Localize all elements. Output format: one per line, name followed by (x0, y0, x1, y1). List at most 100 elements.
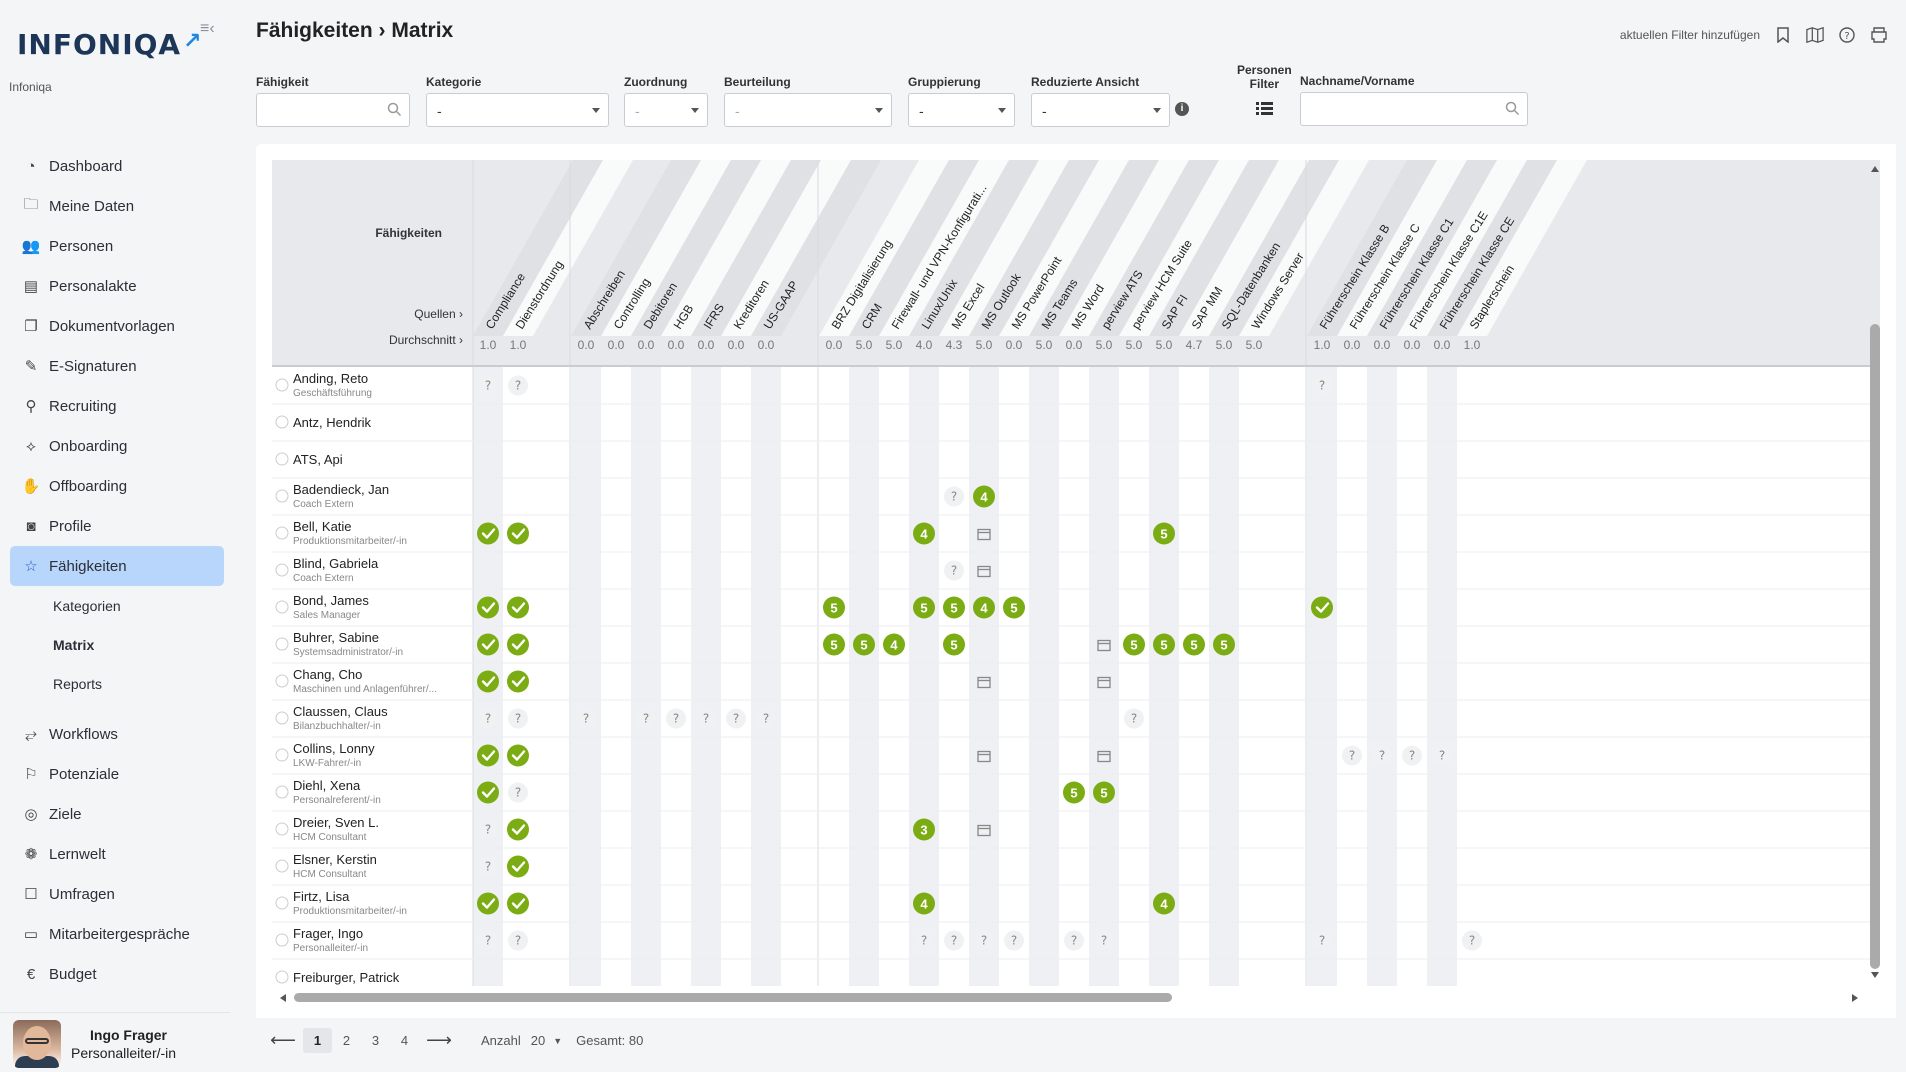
check-icon[interactable] (477, 781, 499, 804)
row-select-radio[interactable] (275, 600, 289, 614)
calendar-icon[interactable] (977, 528, 991, 541)
check-icon[interactable] (477, 744, 499, 767)
rating-badge[interactable]: 5 (1063, 781, 1085, 804)
page-1[interactable]: 1 (303, 1028, 332, 1053)
sidebar-item-personen[interactable]: 👥 Personen (10, 226, 224, 266)
next-page-arrow-icon[interactable]: ⟶ (426, 1030, 452, 1050)
person-name[interactable]: Frager, Ingo (293, 926, 363, 941)
sidebar-subitem-matrix[interactable]: Matrix (53, 636, 95, 653)
check-icon[interactable] (477, 522, 499, 545)
unknown-rating-icon[interactable]: ? (1462, 930, 1482, 951)
unknown-rating-icon[interactable]: ? (756, 708, 776, 729)
unknown-rating-icon[interactable]: ? (944, 930, 964, 951)
grouping-select[interactable]: - (908, 93, 1015, 127)
check-icon[interactable] (477, 670, 499, 693)
vertical-scrollbar-thumb[interactable] (1870, 324, 1880, 969)
rating-badge[interactable]: 4 (1153, 892, 1175, 915)
rating-badge[interactable]: 5 (1183, 633, 1205, 656)
sidebar-subitem-reports[interactable]: Reports (53, 675, 103, 692)
check-icon[interactable] (507, 818, 529, 841)
unknown-rating-icon[interactable]: ? (478, 819, 498, 840)
prev-page-arrow-icon[interactable]: ⟵ (270, 1030, 296, 1050)
check-icon[interactable] (507, 855, 529, 878)
person-name[interactable]: Bell, Katie (293, 519, 352, 534)
rating-select[interactable]: - (724, 93, 892, 127)
row-select-radio[interactable] (275, 452, 289, 466)
sidebar-item-e-signaturen[interactable]: ✎ E-Signaturen (10, 346, 224, 386)
row-select-radio[interactable] (275, 489, 289, 503)
list-icon[interactable] (1255, 101, 1273, 116)
unknown-rating-icon[interactable]: ? (726, 708, 746, 729)
unknown-rating-icon[interactable]: ? (1124, 708, 1144, 729)
sidebar-item-umfragen[interactable]: ☐ Umfragen (10, 874, 224, 914)
rating-badge[interactable]: 5 (1153, 522, 1175, 545)
reduced-view-select[interactable]: - (1031, 93, 1170, 127)
person-name[interactable]: Blind, Gabriela (293, 556, 379, 571)
rating-badge[interactable]: 3 (913, 818, 935, 841)
unknown-rating-icon[interactable]: ? (508, 708, 528, 729)
unknown-rating-icon[interactable]: ? (1312, 930, 1332, 951)
row-select-radio[interactable] (275, 563, 289, 577)
person-name[interactable]: Freiburger, Patrick (293, 970, 400, 985)
unknown-rating-icon[interactable]: ? (1094, 930, 1114, 951)
person-name[interactable]: Firtz, Lisa (293, 889, 350, 904)
calendar-icon[interactable] (977, 565, 991, 578)
scroll-right-arrow-icon[interactable] (1852, 994, 1858, 1002)
count-select[interactable]: 20 (530, 1033, 546, 1048)
unknown-rating-icon[interactable]: ? (944, 560, 964, 581)
rating-badge[interactable]: 5 (943, 633, 965, 656)
add-filter-link[interactable]: aktuellen Filter hinzufügen (1619, 28, 1760, 42)
person-name[interactable]: Claussen, Claus (293, 704, 388, 719)
check-icon[interactable] (507, 892, 529, 915)
check-icon[interactable] (477, 633, 499, 656)
scroll-up-arrow-icon[interactable] (1871, 166, 1879, 172)
row-select-radio[interactable] (275, 933, 289, 947)
sidebar-item-budget[interactable]: € Budget (10, 954, 224, 994)
row-select-radio[interactable] (275, 637, 289, 651)
rating-badge[interactable]: 5 (943, 596, 965, 619)
unknown-rating-icon[interactable]: ? (1312, 375, 1332, 396)
calendar-icon[interactable] (977, 824, 991, 837)
skill-search-input[interactable] (256, 93, 410, 127)
check-icon[interactable] (477, 892, 499, 915)
person-name[interactable]: ATS, Api (293, 452, 343, 467)
row-select-radio[interactable] (275, 526, 289, 540)
unknown-rating-icon[interactable]: ? (1004, 930, 1024, 951)
map-icon[interactable] (1806, 26, 1824, 44)
person-name[interactable]: Chang, Cho (293, 667, 362, 682)
rating-badge[interactable]: 5 (1213, 633, 1235, 656)
person-name[interactable]: Antz, Hendrik (293, 415, 372, 430)
category-select[interactable]: - (426, 93, 609, 127)
unknown-rating-icon[interactable]: ? (1402, 745, 1422, 766)
scroll-down-arrow-icon[interactable] (1871, 972, 1879, 978)
sidebar-item-lernwelt[interactable]: ❁ Lernwelt (10, 834, 224, 874)
sidebar-item-fähigkeiten[interactable]: ☆ Fähigkeiten (10, 546, 224, 586)
page-4[interactable]: 4 (400, 1033, 409, 1048)
unknown-rating-icon[interactable]: ? (1064, 930, 1084, 951)
check-icon[interactable] (1311, 596, 1333, 619)
row-select-radio[interactable] (275, 822, 289, 836)
unknown-rating-icon[interactable]: ? (666, 708, 686, 729)
chevron-down-icon[interactable]: ▼ (553, 1035, 563, 1046)
scroll-left-arrow-icon[interactable] (280, 994, 286, 1002)
sidebar-item-recruiting[interactable]: ⚲ Recruiting (10, 386, 224, 426)
sidebar-item-profile[interactable]: ◙ Profile (10, 506, 224, 546)
unknown-rating-icon[interactable]: ? (576, 708, 596, 729)
bookmark-icon[interactable] (1774, 26, 1792, 44)
row-select-radio[interactable] (275, 674, 289, 688)
rating-badge[interactable]: 5 (1093, 781, 1115, 804)
check-icon[interactable] (507, 744, 529, 767)
rating-badge[interactable]: 5 (823, 596, 845, 619)
unknown-rating-icon[interactable]: ? (508, 375, 528, 396)
avatar[interactable] (13, 1020, 61, 1068)
person-name[interactable]: Diehl, Xena (293, 778, 361, 793)
unknown-rating-icon[interactable]: ? (508, 782, 528, 803)
rating-badge[interactable]: 5 (1153, 633, 1175, 656)
rating-badge[interactable]: 4 (913, 522, 935, 545)
row-select-radio[interactable] (275, 378, 289, 392)
user-panel[interactable]: Ingo Frager Personalleiter/-in (0, 1012, 230, 1072)
sidebar-item-workflows[interactable]: ⥂ Workflows (10, 714, 224, 754)
person-name[interactable]: Dreier, Sven L. (293, 815, 379, 830)
check-icon[interactable] (507, 522, 529, 545)
sidebar-item-meine-daten[interactable]: 🗀 Meine Daten (10, 186, 224, 226)
